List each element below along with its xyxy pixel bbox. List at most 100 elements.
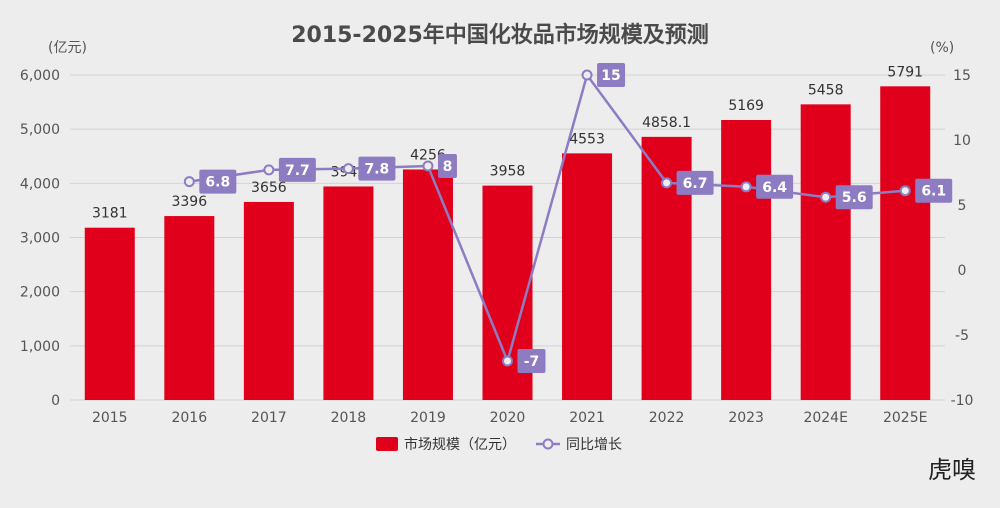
legend-bar-label: 市场规模（亿元） [404, 436, 516, 453]
watermark-logo: 虎嗅 [928, 456, 976, 484]
x-axis-ticks: 2015 2016 2017 2018 2019 2020 2021 2022 2023 2024… [92, 410, 928, 426]
legend-bar-swatch [376, 437, 398, 451]
x-tick-label: 2020 [490, 410, 526, 426]
line-label-text: 5.6 [842, 190, 867, 206]
right-tick-label: -10 [951, 393, 974, 409]
legend: 市场规模（亿元） 同比增长 [376, 436, 622, 453]
x-tick-label: 2022 [649, 410, 685, 426]
line-label-box [756, 174, 794, 199]
line-point [740, 181, 752, 193]
bar [880, 86, 931, 400]
line-label-text: 6.7 [683, 176, 708, 192]
line-point [581, 69, 593, 81]
x-tick-label: 2015 [92, 410, 128, 426]
bar-value-label: 4256 [410, 147, 446, 163]
line-label-box [517, 349, 546, 373]
left-axis-unit: (亿元) [48, 40, 87, 56]
legend-line-label: 同比增长 [566, 437, 622, 453]
bar-value-label: 4858.1 [642, 115, 691, 131]
left-tick-label: 0 [51, 393, 60, 409]
x-tick-label: 2019 [410, 410, 446, 426]
right-axis-ticks: -10 -5 0 5 10 15 [951, 68, 974, 409]
line-label-text: 7.7 [285, 163, 310, 179]
left-tick-label: 4,000 [20, 176, 60, 192]
bar [721, 120, 772, 400]
bar [800, 104, 851, 400]
bar [323, 186, 374, 400]
bar [402, 169, 453, 400]
bar-value-label: 3181 [92, 206, 128, 222]
line-point [263, 164, 275, 176]
line-point [899, 185, 911, 197]
chart-title: 2015-2025年中国化妆品市场规模及预测 [291, 22, 709, 48]
right-axis-unit: (%) [930, 40, 954, 56]
right-tick-label: 10 [953, 133, 971, 149]
x-tick-label: 2018 [331, 410, 367, 426]
line-label-text: 6.4 [762, 180, 787, 196]
bar [562, 153, 613, 400]
bar-value-label: 5169 [728, 98, 764, 114]
x-tick-label: 2021 [569, 410, 605, 426]
bar-value-labels: 31813396365639424256395845534858.1516954… [92, 64, 923, 221]
line-label-text: 7.8 [365, 162, 390, 178]
left-tick-label: 6,000 [20, 68, 60, 84]
bar [243, 201, 294, 400]
line-value-label: 6.7 [676, 170, 714, 195]
x-tick-label: 2016 [171, 410, 207, 426]
x-tick-label: 2025E [883, 410, 927, 426]
bar-series [84, 86, 931, 401]
left-tick-label: 1,000 [20, 339, 60, 355]
right-tick-label: 15 [953, 68, 971, 84]
line-point [502, 355, 513, 367]
line-value-label: 7.7 [278, 157, 316, 182]
line-point [342, 163, 354, 175]
line-point [183, 176, 195, 188]
line-path [189, 72, 906, 365]
line-label-box [835, 185, 873, 210]
line-label-text: 15 [601, 68, 620, 84]
line-value-label: 6.1 [915, 178, 953, 203]
line-point [820, 191, 832, 203]
bar-value-label: 5791 [887, 64, 923, 80]
left-axis-ticks: 0 1,000 2,000 3,000 4,000 5,000 6,000 [20, 68, 60, 409]
line-label-text: 8 [443, 159, 453, 175]
x-tick-label: 2023 [728, 410, 764, 426]
x-tick-label: 2024E [803, 410, 847, 426]
line-value-label: 6.8 [199, 169, 237, 194]
right-tick-label: -5 [955, 328, 969, 344]
line-series: 6.8 7.7 7.8 8 -7 15 6.7 6.4 5.6 6.1 [183, 63, 953, 373]
right-tick-label: 5 [958, 198, 967, 214]
left-tick-label: 3,000 [20, 231, 60, 247]
bar [164, 216, 215, 400]
line-label-text: -7 [524, 354, 540, 370]
line-label-box [915, 178, 953, 203]
right-tick-label: 0 [958, 263, 967, 279]
bar-value-label: 3656 [251, 180, 287, 196]
bar-value-label: 4553 [569, 131, 605, 147]
bar-value-label: 3396 [171, 194, 207, 210]
line-value-label: -7 [517, 349, 546, 373]
x-tick-label: 2017 [251, 410, 287, 426]
line-value-label: 7.8 [358, 156, 396, 181]
left-tick-label: 5,000 [20, 122, 60, 138]
line-point [422, 160, 434, 172]
bar-value-label: 3958 [490, 164, 526, 180]
line-value-label: 6.4 [756, 174, 794, 199]
bar [84, 227, 135, 400]
line-label-box [358, 156, 396, 181]
line-label-text: 6.8 [205, 175, 230, 191]
line-label-box [676, 170, 714, 195]
line-label-text: 6.1 [921, 184, 946, 200]
line-label-box [199, 169, 237, 194]
line-value-label: 5.6 [835, 185, 873, 210]
legend-line-marker [542, 438, 554, 450]
left-tick-label: 2,000 [20, 285, 60, 301]
line-label-box [437, 154, 457, 178]
line-label-box [278, 157, 316, 182]
line-value-label: 15 [597, 63, 626, 87]
line-value-label: 8 [437, 154, 457, 178]
line-point [661, 177, 673, 189]
bar-value-label: 5458 [808, 82, 844, 98]
line-label-box [597, 63, 626, 87]
